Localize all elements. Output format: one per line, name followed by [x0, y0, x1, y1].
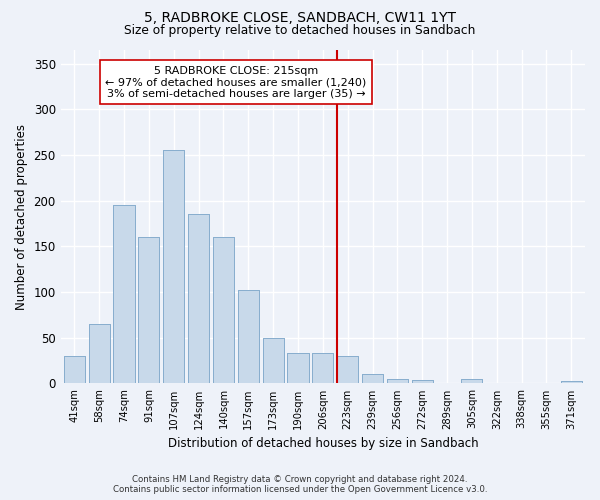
Bar: [561, 380, 582, 384]
Bar: [139, 238, 160, 384]
X-axis label: Distribution of detached houses by size in Sandbach: Distribution of detached houses by size …: [167, 437, 478, 450]
Bar: [89, 324, 110, 384]
Bar: [163, 150, 184, 384]
Y-axis label: Number of detached properties: Number of detached properties: [15, 124, 28, 310]
Bar: [213, 238, 234, 384]
Bar: [188, 214, 209, 384]
Bar: [139, 238, 160, 384]
Bar: [89, 324, 110, 384]
Bar: [337, 356, 358, 384]
Bar: [287, 354, 308, 384]
Bar: [412, 380, 433, 384]
Bar: [188, 214, 209, 384]
Bar: [312, 354, 334, 384]
Bar: [263, 338, 284, 384]
Bar: [113, 206, 134, 384]
Bar: [113, 206, 134, 384]
Bar: [362, 374, 383, 384]
Bar: [387, 379, 408, 384]
Bar: [561, 380, 582, 384]
Bar: [287, 354, 308, 384]
Bar: [64, 356, 85, 384]
Bar: [64, 356, 85, 384]
Bar: [412, 380, 433, 384]
Text: Size of property relative to detached houses in Sandbach: Size of property relative to detached ho…: [124, 24, 476, 37]
Text: 5 RADBROKE CLOSE: 215sqm
← 97% of detached houses are smaller (1,240)
3% of semi: 5 RADBROKE CLOSE: 215sqm ← 97% of detach…: [105, 66, 367, 98]
Bar: [213, 238, 234, 384]
Bar: [461, 379, 482, 384]
Bar: [337, 356, 358, 384]
Bar: [263, 338, 284, 384]
Bar: [312, 354, 334, 384]
Bar: [163, 150, 184, 384]
Bar: [238, 290, 259, 384]
Bar: [362, 374, 383, 384]
Bar: [461, 379, 482, 384]
Bar: [387, 379, 408, 384]
Text: 5, RADBROKE CLOSE, SANDBACH, CW11 1YT: 5, RADBROKE CLOSE, SANDBACH, CW11 1YT: [144, 11, 456, 25]
Bar: [238, 290, 259, 384]
Text: Contains HM Land Registry data © Crown copyright and database right 2024.
Contai: Contains HM Land Registry data © Crown c…: [113, 474, 487, 494]
